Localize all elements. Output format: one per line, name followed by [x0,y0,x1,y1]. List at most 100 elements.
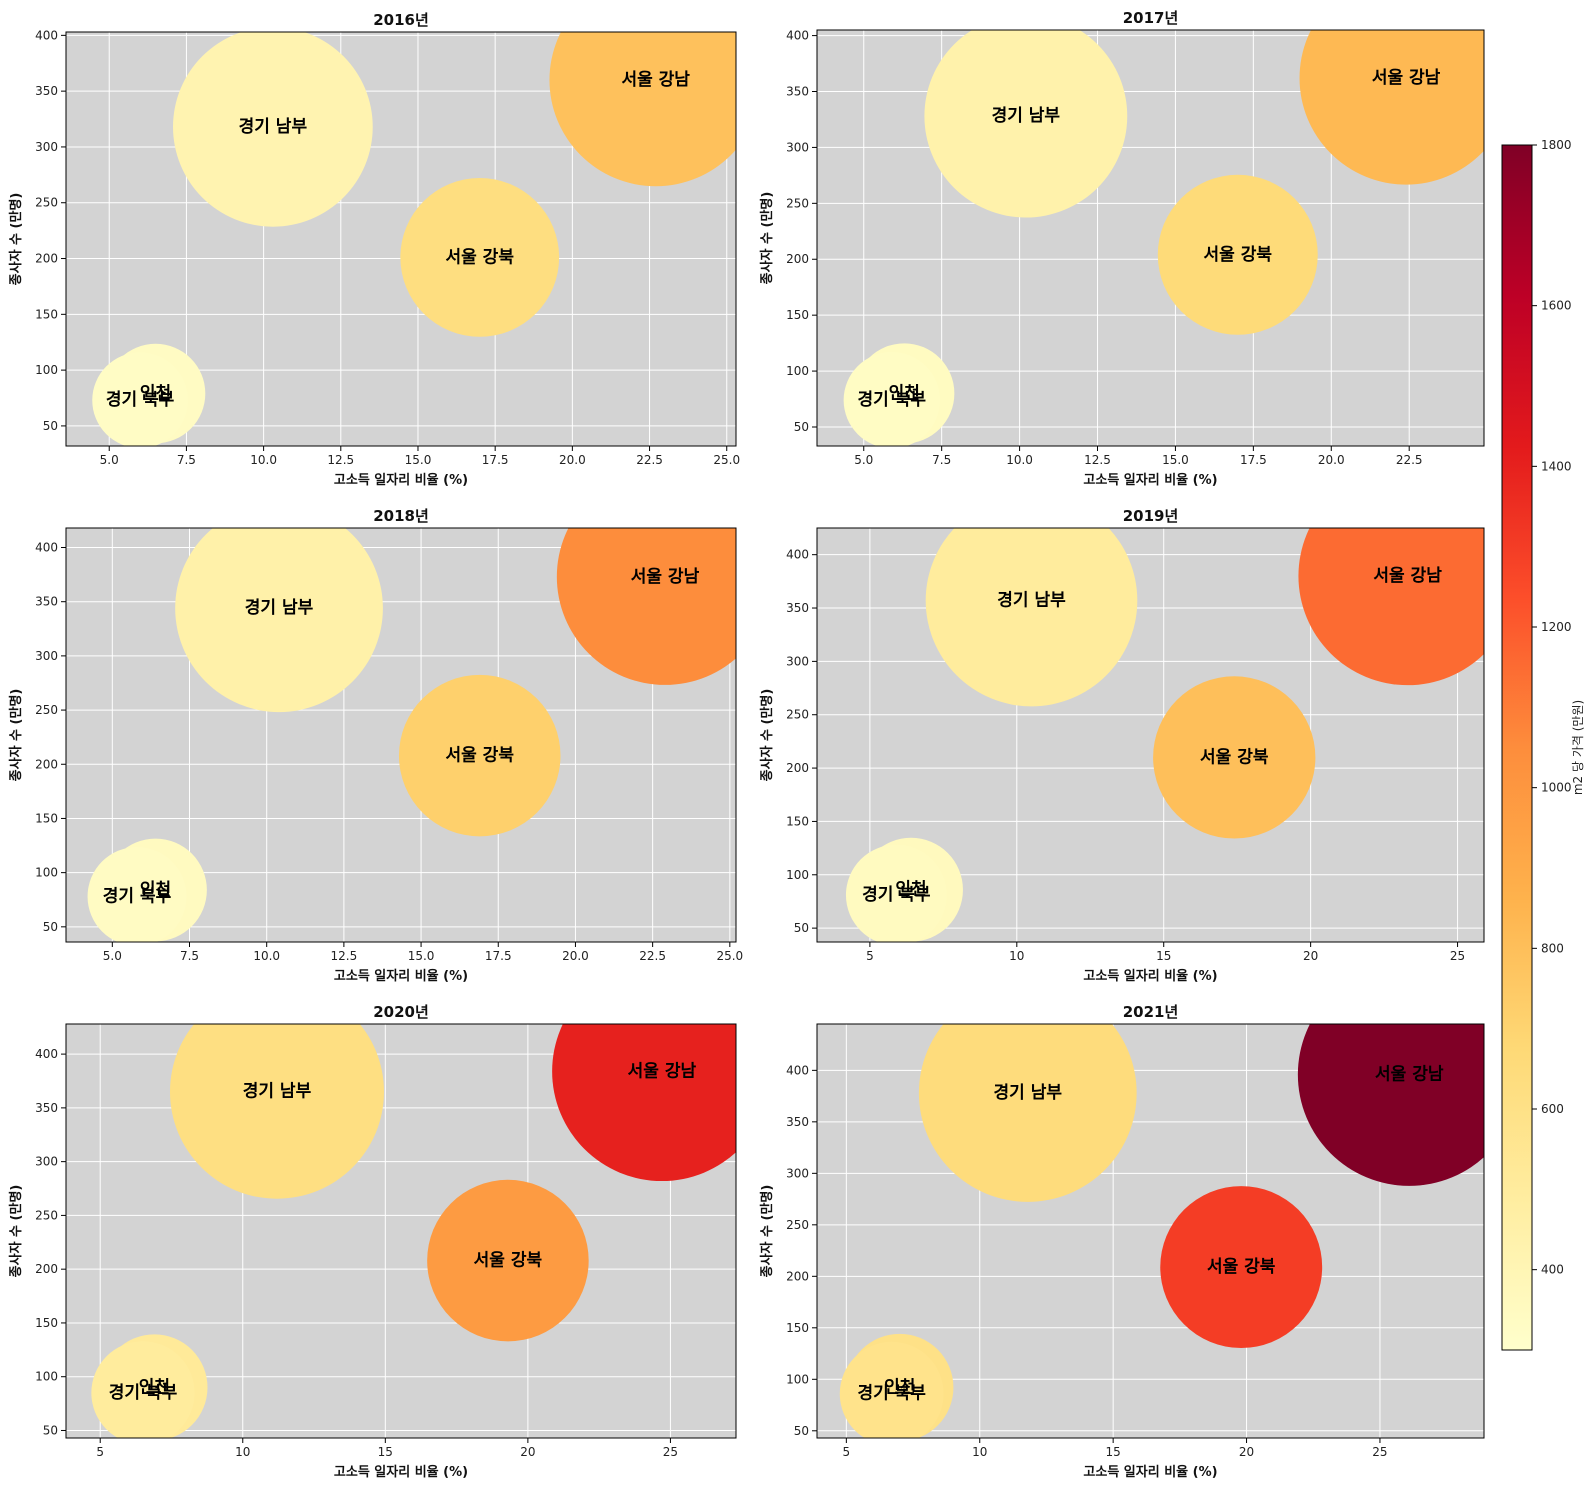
x-tick-label: 25 [1372,1445,1387,1459]
x-tick-label: 7.5 [180,949,199,963]
y-tick-label: 200 [35,1262,58,1276]
y-tick-label: 100 [35,1370,58,1384]
colorbar-tick-label: 1000 [1541,781,1572,795]
y-tick-label: 100 [786,868,809,882]
x-tick-label: 25 [1450,949,1465,963]
x-tick-label: 12.5 [327,453,354,467]
y-tick-label: 100 [786,1372,809,1386]
y-tick-label: 100 [35,866,58,880]
y-tick-label: 50 [794,921,809,935]
y-tick-label: 200 [786,761,809,775]
y-tick-label: 300 [35,140,58,154]
x-tick-label: 15.0 [405,453,432,467]
x-tick-label: 20.0 [562,949,589,963]
y-tick-label: 350 [786,1115,809,1129]
y-tick-label: 200 [35,757,58,771]
bubble-서울 강북 [400,178,560,337]
axes-frame [65,527,737,943]
axes-frame [65,31,737,447]
axes-frame [816,1023,1485,1439]
y-tick-label: 400 [786,548,809,562]
bubble-label: 인천 [140,384,171,404]
bubble-label: 경기 북부 [857,1384,926,1404]
y-tick-label: 300 [786,140,809,154]
bubble-서울 강남 [552,1024,736,1182]
y-tick-label: 150 [35,1316,58,1330]
x-axis-label: 고소득 일자리 비율 (%) [334,1464,468,1480]
colorbar-tick-label: 400 [1541,1263,1564,1277]
x-tick-label: 7.5 [932,453,951,467]
y-axis-label: 종사자 수 (만명) [8,1185,24,1278]
bubble-label: 서울 강북 [1207,1257,1276,1277]
x-tick-label: 15 [1106,1445,1121,1459]
bubble-경기 북부 [845,844,947,942]
y-tick-label: 200 [786,1269,809,1283]
x-tick-label: 5 [843,1445,851,1459]
y-tick-label: 400 [786,1063,809,1077]
x-tick-label: 15 [378,1445,393,1459]
bubble-label: 경기 북부 [109,1383,178,1403]
x-tick-label: 22.5 [639,949,666,963]
y-tick-label: 250 [35,1208,58,1222]
bubble-label: 서울 강남 [621,70,690,90]
y-axis-label: 종사자 수 (만명) [759,1185,775,1278]
bubble-label: 경기 북부 [862,885,931,905]
bubble-label: 서울 강남 [1373,566,1442,586]
y-tick-label: 200 [35,252,58,266]
bubble-label: 경기 남부 [994,1083,1063,1103]
y-tick-label: 200 [786,252,809,266]
x-tick-label: 22.5 [636,453,663,467]
x-tick-label: 22.5 [1396,453,1423,467]
bubble-서울 강북 [398,674,561,837]
y-tick-label: 50 [43,1423,58,1437]
axes-frame [65,1023,737,1439]
x-tick-label: 15.0 [1162,453,1189,467]
x-tick-label: 5 [96,1445,104,1459]
x-tick-label: 17.5 [1240,453,1267,467]
x-tick-label: 5 [866,949,874,963]
subplot-title: 2017년 [1123,9,1179,27]
x-tick-label: 5.0 [100,453,119,467]
y-tick-label: 300 [786,654,809,668]
bubble-label: 인천 [139,1377,170,1397]
subplot-title: 2020년 [373,1003,429,1021]
bubble-서울 강남 [556,528,736,685]
y-tick-label: 300 [786,1166,809,1180]
bubble-label: 서울 강북 [1200,747,1269,767]
colorbar-tick-label: 1800 [1541,138,1572,152]
y-tick-label: 50 [794,420,809,434]
x-axis-label: 고소득 일자리 비율 (%) [1083,968,1217,984]
x-tick-label: 25 [663,1445,678,1459]
bubble-label: 인천 [884,1378,915,1398]
x-tick-label: 15 [1156,949,1171,963]
y-tick-label: 400 [786,29,809,43]
bubble-서울 강북 [1157,174,1318,335]
y-tick-label: 250 [35,703,58,717]
bubbles [843,30,1484,446]
bubbles [87,528,736,942]
bubble-label: 서울 강북 [1204,245,1273,265]
y-tick-label: 400 [35,1047,58,1061]
subplot-title: 2016년 [373,11,429,29]
x-tick-label: 12.5 [1084,453,1111,467]
bubble-label: 서울 강남 [1375,1064,1444,1084]
colorbar-tick-label: 600 [1541,1102,1564,1116]
y-tick-label: 350 [786,601,809,615]
bubble-label: 서울 강남 [631,567,700,587]
bubble-서울 강북 [1153,676,1316,839]
x-tick-label: 20 [1239,1445,1254,1459]
x-tick-label: 5.0 [854,453,873,467]
bubble-경기 남부 [170,1024,384,1199]
bubble-서울 강북 [1160,1186,1323,1349]
subplot-title: 2018년 [373,507,429,525]
subplot-title: 2021년 [1123,1003,1179,1021]
x-tick-label: 10 [235,1445,250,1459]
x-tick-label: 10.0 [253,949,280,963]
colorbar-tick-label: 1400 [1541,459,1572,473]
y-tick-label: 150 [35,307,58,321]
bubble-경기 북부 [843,351,940,446]
bubble-label: 경기 북부 [103,886,172,906]
